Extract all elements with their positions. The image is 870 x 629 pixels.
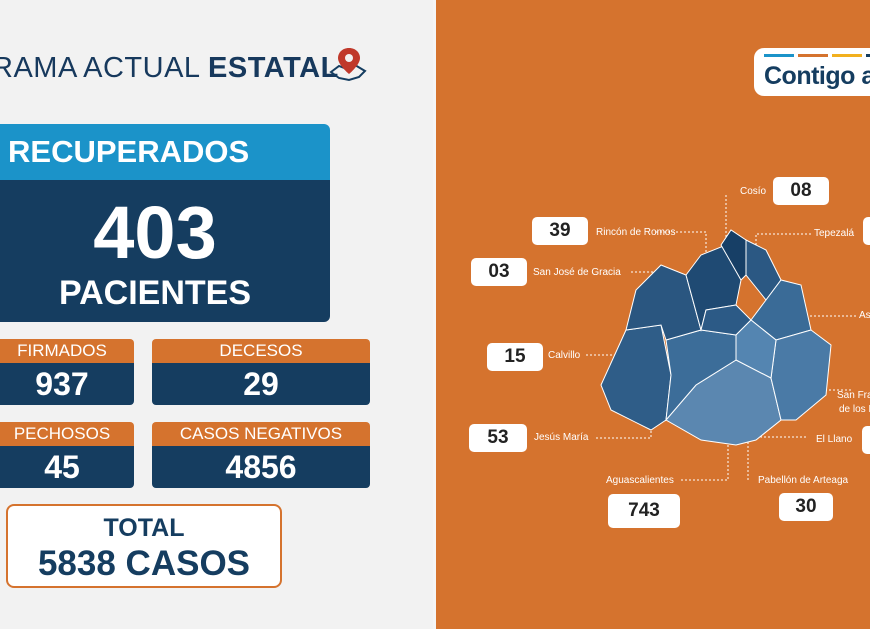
label-jesus-maria: Jesús María [534, 432, 589, 443]
label-tepezala: Tepezalá [814, 228, 855, 239]
contigo-logo: Contigo a [754, 48, 870, 96]
page-title: RAMA ACTUAL ESTATAL [0, 52, 339, 84]
decesos-value: 29 [152, 363, 370, 405]
map-panel: Contigo a Cosío 08 Rincón de Romos 39 [433, 0, 870, 629]
value-calvillo: 15 [487, 343, 543, 371]
label-cosio: Cosío [740, 186, 767, 197]
casos-negativos-value: 4856 [152, 446, 370, 488]
map-region-el-llano [770, 329, 832, 421]
value-san-jose-de-gracia: 03 [471, 258, 527, 286]
label-rincon-de-romos: Rincón de Romos [596, 227, 676, 238]
confirmados-label: FIRMADOS [0, 339, 134, 363]
value-tepezala [863, 217, 870, 245]
label-de-los-romo: de los F [839, 404, 870, 415]
label-san-francisco: San Fran [837, 390, 870, 401]
total-label: TOTAL [103, 514, 185, 542]
mexico-location-pin-icon [329, 48, 367, 82]
recuperados-card: 403 PACIENTES [0, 180, 330, 322]
recuperados-header: RECUPERADOS [0, 124, 330, 180]
value-pabellon-de-arteaga: 30 [779, 493, 833, 521]
logo-text: Contigo a [764, 62, 870, 90]
total-value: 5838 CASOS [37, 544, 251, 583]
decesos-label: DECESOS [152, 339, 370, 363]
total-card: TOTAL 5838 CASOS [6, 504, 282, 588]
label-el-llano: El Llano [816, 434, 853, 445]
value-aguascalientes: 743 [608, 494, 680, 528]
recuperados-value: 403 [93, 191, 217, 274]
state-map [586, 195, 856, 481]
label-calvillo: Calvillo [548, 350, 581, 361]
map-region-san-francisco [735, 319, 777, 379]
label-asientos: Asi [859, 310, 870, 321]
recuperados-unit: PACIENTES [58, 274, 252, 312]
value-rincon-de-romos: 39 [532, 217, 588, 245]
sospechosos-label: PECHOSOS [0, 422, 134, 446]
recuperados-label: RECUPERADOS [8, 134, 250, 169]
map-region-calvillo [600, 324, 672, 431]
sospechosos-value: 45 [0, 446, 134, 488]
label-aguascalientes: Aguascalientes [606, 475, 674, 486]
value-cosio: 08 [773, 177, 829, 205]
left-panel: RAMA ACTUAL ESTATAL RECUPERADOS 403 PACI… [0, 0, 433, 629]
casos-negativos-label: CASOS NEGATIVOS [152, 422, 370, 446]
label-pabellon-de-arteaga: Pabellón de Arteaga [758, 475, 849, 486]
value-el-llano [862, 426, 870, 454]
value-jesus-maria: 53 [469, 424, 527, 452]
confirmados-value: 937 [0, 363, 134, 405]
label-san-jose-de-gracia: San José de Gracia [533, 267, 621, 278]
